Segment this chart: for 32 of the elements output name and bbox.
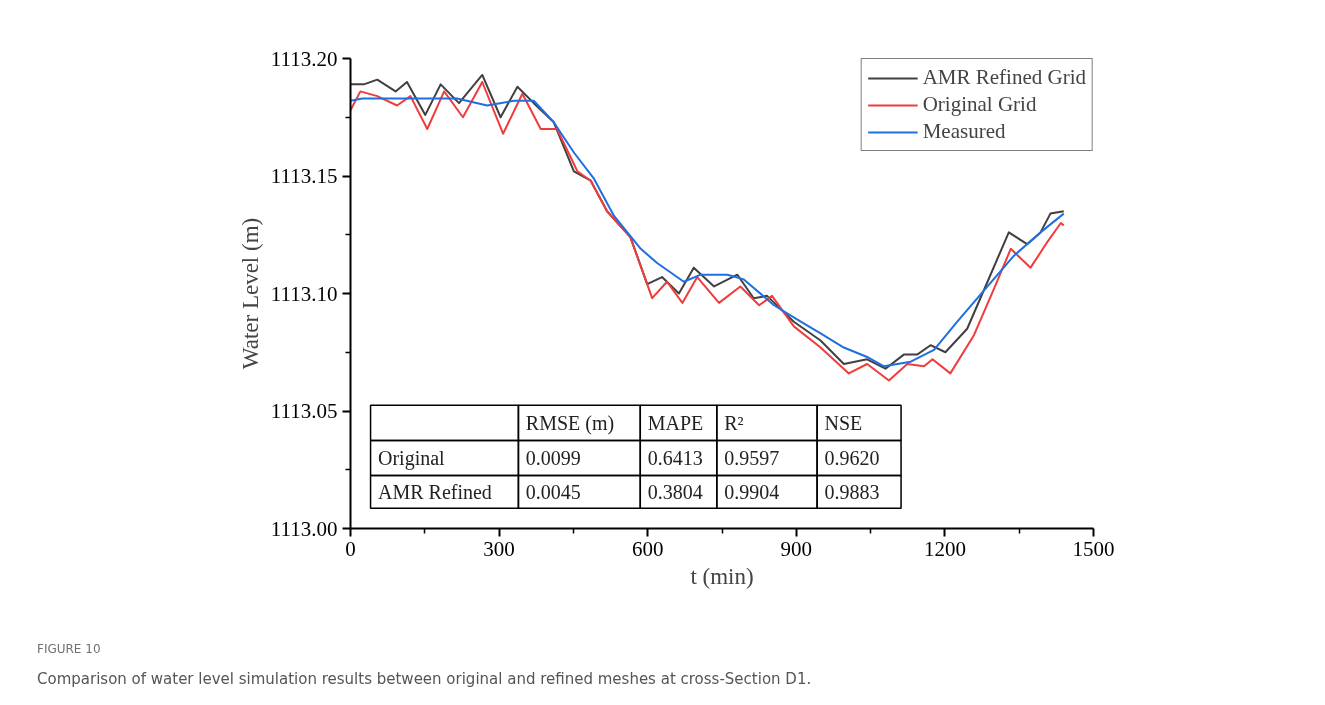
x-tick-label: 0	[345, 536, 356, 561]
annotation: RMSE (m)	[525, 411, 615, 435]
x-tick-label: 900	[780, 536, 813, 561]
annotation: 0.3804	[647, 480, 703, 503]
annotation: 0.6413	[647, 447, 703, 469]
annotation: 0.9883	[824, 480, 880, 503]
y-tick-label: 1113.00	[270, 516, 338, 541]
x-tick-label: 300	[483, 536, 515, 561]
x-tick-label: 1500	[1072, 536, 1115, 561]
annotation: 0.0045	[525, 480, 581, 503]
legend-label: Original Grid	[922, 92, 1037, 117]
x-tick-label: 600	[631, 536, 664, 561]
annotation: 0.9904	[724, 480, 780, 503]
x-tick-label: 1200	[923, 536, 966, 561]
legend-label: Measured	[922, 119, 1006, 144]
x-axis-title: t (min)	[690, 563, 754, 589]
annotation: MAPE	[647, 411, 704, 434]
legend-label: AMR Refined Grid	[922, 65, 1086, 90]
caption: FIGURE 10	[37, 641, 101, 658]
annotation: 0.9597	[724, 447, 780, 469]
annotation: Original	[377, 447, 446, 470]
annotation: NSE	[824, 411, 863, 434]
annotation: 0.0099	[525, 447, 581, 469]
text: Comparison of water level simulation results between original and refined meshes at cross-Section D1.	[37, 669, 812, 690]
y-axis-title: Water Level (m)	[237, 217, 263, 370]
annotation: AMR Refined	[377, 480, 492, 503]
annotation: 0.9620	[824, 447, 880, 469]
y-tick-label: 1113.15	[270, 164, 338, 188]
y-tick-label: 1113.20	[270, 46, 338, 71]
y-tick-label: 1113.10	[270, 281, 338, 306]
annotation: R²	[724, 411, 744, 434]
y-tick-label: 1113.05	[270, 399, 338, 423]
